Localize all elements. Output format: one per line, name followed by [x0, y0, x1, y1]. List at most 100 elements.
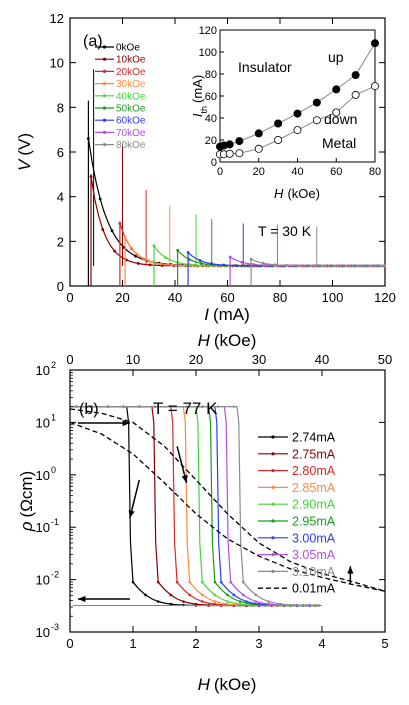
- panel-a-label: (a): [83, 33, 103, 50]
- panel-b-point: [201, 600, 204, 603]
- panel-a-point: [264, 263, 267, 267]
- panel-b-top-xtick-label: 50: [378, 352, 392, 367]
- inset-down-point: [312, 116, 321, 125]
- panel-a-point: [170, 263, 174, 267]
- panel-a-point: [182, 264, 186, 267]
- panel-a-point: [285, 264, 288, 267]
- inset-xtick-label: 0: [217, 166, 223, 178]
- panel-a-legend-label: 30kOe: [116, 79, 146, 90]
- panel-a-point: [113, 249, 117, 253]
- panel-a-ytick-label: 6: [57, 145, 64, 160]
- inset-ytick-label: 100: [199, 47, 217, 59]
- inset-insulator-label: Insulator: [238, 59, 292, 75]
- inset-up-point: [254, 129, 263, 138]
- panel-b-legend-marker: [271, 485, 275, 489]
- inset-xlabel: H (kOe): [274, 186, 320, 201]
- panel-b-legend-label: 2.80mA: [292, 464, 336, 478]
- panel-b-point: [254, 600, 258, 603]
- panel-a-xlabel: I (mA): [204, 305, 250, 324]
- panel-a-data: [86, 69, 387, 286]
- inset-up-point: [225, 140, 234, 149]
- inset-xlabel-var: H: [274, 186, 284, 201]
- panel-b-legend-marker: [271, 469, 275, 473]
- inset-up-label: up: [328, 49, 344, 65]
- panel-b-ylabel-unit: (Ωcm): [17, 471, 36, 518]
- panel-a-point: [135, 252, 139, 256]
- panel-a-xtick-label: 40: [168, 290, 182, 305]
- panel-b-point: [219, 580, 223, 584]
- inset-ylabel-var: I: [190, 113, 205, 117]
- panel-b-arrow-down-head: [181, 475, 188, 483]
- inset-xtick-label: 60: [330, 166, 342, 178]
- inset-up-point: [351, 71, 360, 80]
- panel-b-ytick-exponent: 2: [51, 360, 56, 370]
- panel-b-ytick-label: 10: [36, 468, 50, 483]
- inset-ylabel-sub: th: [199, 106, 209, 114]
- panel-a-point: [118, 222, 122, 225]
- panel-b-point: [232, 593, 236, 597]
- panel-a-ytick-label: 10: [50, 56, 64, 71]
- panel-a-point: [198, 259, 202, 262]
- panel-a-legend-label: 10kOe: [116, 55, 146, 66]
- panel-b-series-2.80mA: [70, 405, 322, 607]
- panel-a-point: [98, 197, 102, 201]
- panel-b-point: [182, 600, 185, 603]
- panel-a-legend-label: 70kOe: [116, 128, 146, 139]
- panel-b-point: [138, 405, 141, 408]
- panel-b-legend-label: 2.75mA: [292, 447, 336, 461]
- panel-b-point: [156, 580, 160, 584]
- panel-b-legend-label: 2.95mA: [292, 515, 336, 529]
- panel-b-point: [213, 593, 217, 597]
- panel-a-legend-label: 0kOe: [116, 43, 140, 54]
- inset-down-point: [370, 82, 379, 91]
- panel-b-arrow-right-head: [122, 419, 130, 427]
- panel-a-point: [356, 264, 359, 268]
- panel-b-xtick-label: 3: [255, 636, 262, 651]
- panel-a-point: [245, 264, 249, 268]
- panel-b-legend-label: 2.74mA: [292, 431, 336, 445]
- panel-b-point: [106, 405, 110, 408]
- panel-a-point: [147, 259, 151, 263]
- panel-b-point: [194, 602, 198, 606]
- panel-a-point: [199, 261, 203, 265]
- inset-ytick-label: 20: [205, 135, 217, 147]
- panel-a-point: [367, 264, 371, 268]
- panel-a-curve: [250, 258, 385, 286]
- panel-b-legend-marker: [271, 452, 275, 456]
- panel-b-point: [201, 405, 204, 408]
- panel-a-legend-marker: [102, 45, 107, 49]
- inset-down-point: [254, 144, 263, 153]
- panel-b-series-2.85mA: [70, 405, 322, 607]
- panel-b-ytick-exponent: -1: [51, 517, 59, 527]
- panel-b-point: [169, 593, 173, 597]
- panel-b-point: [257, 602, 261, 606]
- panel-b-point: [201, 593, 204, 597]
- panel-a-xtick-label: 80: [273, 290, 287, 305]
- panel-b-dashed-curve: [69, 421, 386, 592]
- panel-b-temperature: T = 77 K: [153, 399, 218, 418]
- panel-b-series-2.90mA: [70, 405, 322, 607]
- panel-a-point: [222, 263, 225, 267]
- panel-a-point: [89, 175, 93, 178]
- panel-a-legend-marker: [102, 57, 107, 61]
- panel-a-xlabel-var: I: [204, 305, 209, 324]
- panel-b-xlabel: H (kOe): [198, 675, 257, 694]
- panel-a-curve: [187, 251, 385, 286]
- panel-b-arrow-left-head: [78, 595, 86, 603]
- panel-b-legend: 2.74mA 2.75mA 2.80mA 2.85mA 2.90mA 2.95mA 3.00…: [258, 431, 336, 596]
- panel-b-point: [144, 593, 147, 597]
- inset-up-point: [235, 137, 244, 146]
- panel-a-legend-marker: [102, 94, 107, 98]
- panel-a-point: [152, 244, 156, 248]
- panel-b-point: [90, 405, 94, 408]
- panel-b-point: [169, 602, 173, 606]
- panel-b-legend-label: 3.00mA: [292, 531, 336, 545]
- panel-a-ylabel-unit: (V): [15, 133, 34, 156]
- panel-a-legend-label: 50kOe: [116, 104, 146, 115]
- inset-ylabel: Ith (mA): [190, 75, 209, 117]
- inset-xlabel-unit: (kOe): [287, 186, 320, 201]
- panel-b-legend-marker: [271, 536, 275, 540]
